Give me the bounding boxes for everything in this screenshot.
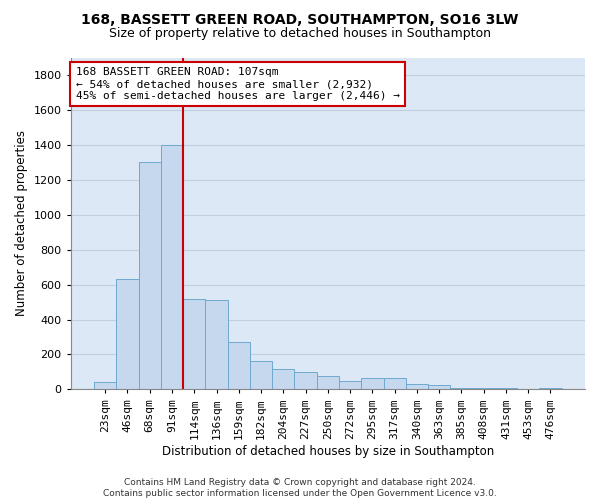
Bar xyxy=(205,300,227,390)
Bar xyxy=(317,376,339,390)
Y-axis label: Number of detached properties: Number of detached properties xyxy=(15,130,28,316)
Bar xyxy=(161,145,183,390)
Bar xyxy=(139,162,161,390)
Bar xyxy=(451,388,473,390)
Bar xyxy=(361,378,383,390)
Bar xyxy=(339,380,361,390)
Bar xyxy=(539,388,562,390)
Bar xyxy=(250,362,272,390)
Bar xyxy=(183,298,205,390)
Text: Contains HM Land Registry data © Crown copyright and database right 2024.
Contai: Contains HM Land Registry data © Crown c… xyxy=(103,478,497,498)
X-axis label: Distribution of detached houses by size in Southampton: Distribution of detached houses by size … xyxy=(162,444,494,458)
Bar xyxy=(406,384,428,390)
Bar xyxy=(295,372,317,390)
Bar xyxy=(116,280,139,390)
Bar xyxy=(428,385,451,390)
Bar xyxy=(94,382,116,390)
Bar xyxy=(473,388,495,390)
Bar xyxy=(383,378,406,390)
Bar xyxy=(227,342,250,390)
Bar xyxy=(495,388,517,390)
Text: Size of property relative to detached houses in Southampton: Size of property relative to detached ho… xyxy=(109,28,491,40)
Bar xyxy=(517,388,539,390)
Bar xyxy=(272,370,295,390)
Text: 168 BASSETT GREEN ROAD: 107sqm
← 54% of detached houses are smaller (2,932)
45% : 168 BASSETT GREEN ROAD: 107sqm ← 54% of … xyxy=(76,68,400,100)
Text: 168, BASSETT GREEN ROAD, SOUTHAMPTON, SO16 3LW: 168, BASSETT GREEN ROAD, SOUTHAMPTON, SO… xyxy=(82,12,518,26)
